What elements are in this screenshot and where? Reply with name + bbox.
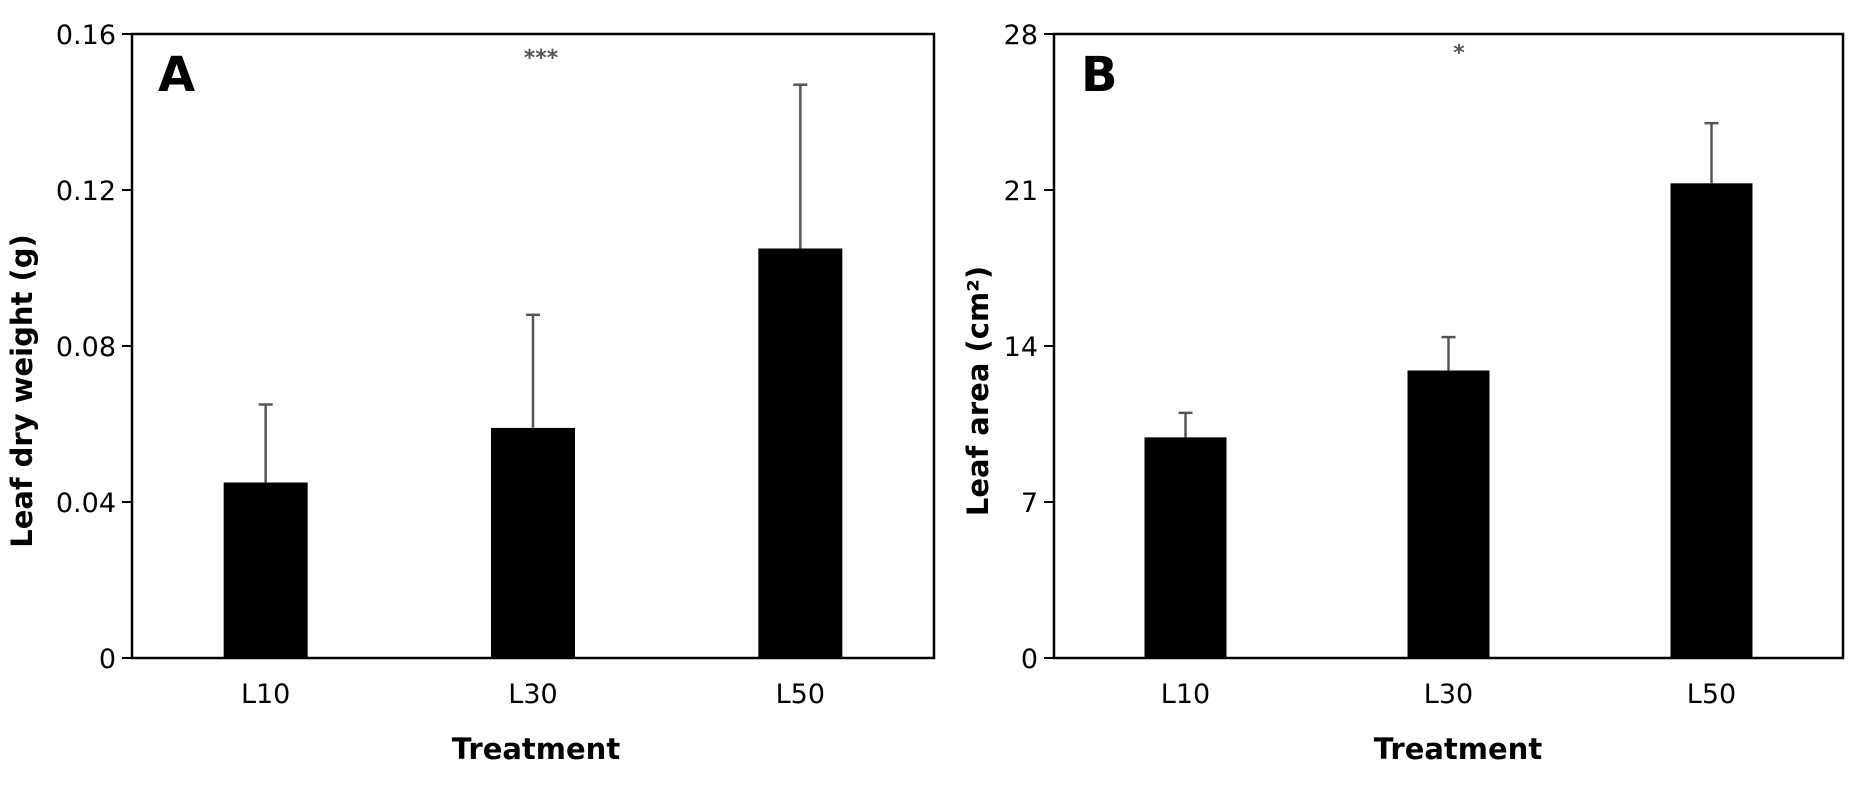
y-tick-label-a-1: 0.04 [56, 488, 116, 519]
panel-b: B * Treatment Leaf area (cm²) L10 L30 L50 0… [961, 20, 1845, 766]
plot-frame-b [1052, 32, 1845, 660]
y-tick-label-b-3: 21 [1004, 176, 1038, 207]
x-tick-label-b-L10: L10 [1161, 679, 1210, 710]
panel-label-b: B [1081, 47, 1118, 103]
panel-a: A *** Treatment Leaf dry weight (g) L10 L… [5, 20, 936, 766]
bar-a-L50 [758, 248, 843, 658]
significance-label-b: * [1453, 41, 1465, 66]
bar-b-L10 [1144, 437, 1227, 658]
y-tick-label-a-2: 0.08 [56, 332, 116, 363]
y-tick-label-b-4: 28 [1004, 20, 1038, 51]
x-axis-title-a: Treatment [452, 732, 621, 766]
x-tick-label-a-L50: L50 [776, 679, 825, 710]
y-tick-label-b-1: 7 [1021, 488, 1038, 519]
x-tick-label-a-L30: L30 [508, 679, 557, 710]
bar-b-L50 [1670, 183, 1753, 659]
y-tick-label-a-0: 0 [99, 644, 116, 675]
bar-b-L30 [1407, 370, 1490, 658]
plot-frame-a [130, 32, 936, 660]
significance-label-a: *** [524, 46, 559, 71]
y-axis-title-a: Leaf dry weight (g) [5, 234, 39, 548]
y-tick-label-a-3: 0.12 [56, 176, 116, 207]
y-tick-label-a-4: 0.16 [56, 20, 116, 51]
x-tick-label-b-L30: L30 [1424, 679, 1473, 710]
bar-a-L30 [491, 427, 575, 658]
bar-a-L10 [223, 482, 308, 658]
x-axis-title-b: Treatment [1374, 732, 1543, 766]
x-tick-label-b-L50: L50 [1687, 679, 1736, 710]
x-tick-label-a-L10: L10 [241, 679, 290, 710]
y-tick-label-b-0: 0 [1021, 644, 1038, 675]
y-tick-label-b-2: 14 [1004, 332, 1038, 363]
panel-label-a: A [158, 47, 195, 103]
y-axis-title-b: Leaf area (cm²) [961, 266, 995, 516]
